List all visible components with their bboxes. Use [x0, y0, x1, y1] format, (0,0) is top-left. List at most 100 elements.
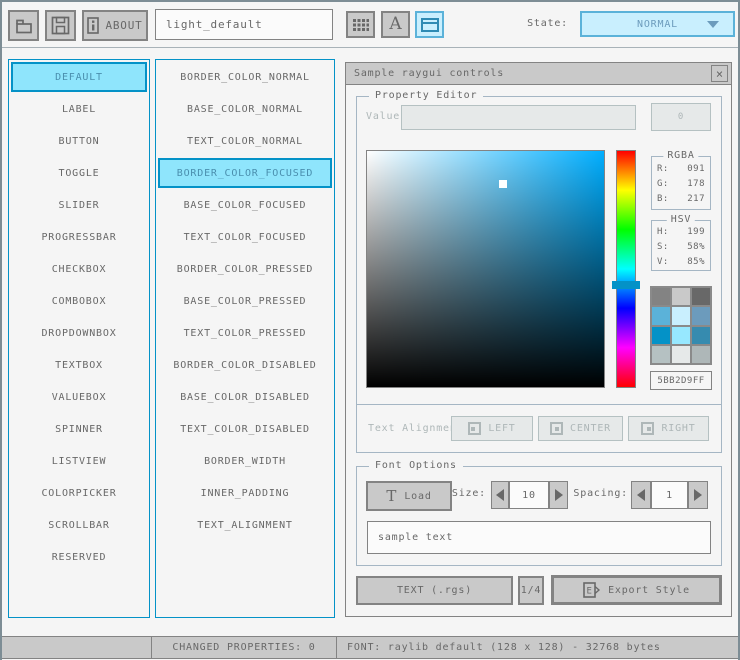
rgba-b-row: B: 217 — [652, 192, 710, 207]
color-picker-cursor[interactable] — [499, 180, 507, 188]
controls-list-item[interactable]: CHECKBOX — [51, 263, 107, 275]
controls-list-item[interactable]: VALUEBOX — [51, 391, 107, 403]
controls-list-item[interactable]: TOGGLE — [58, 167, 100, 179]
format-page-button[interactable]: 1/4 — [518, 576, 544, 605]
controls-list-item[interactable]: COMBOBOX — [51, 295, 107, 307]
style-table-button[interactable] — [346, 11, 375, 38]
color-swatch[interactable] — [652, 326, 670, 344]
value-spinner-button[interactable]: 0 — [651, 103, 711, 131]
spacing-decrement-button[interactable] — [631, 481, 651, 509]
style-name-input[interactable]: light_default — [155, 9, 333, 40]
rgba-g-row: G: 178 — [652, 177, 710, 192]
controls-list-item[interactable]: COLORPICKER — [41, 487, 117, 499]
arrow-left-icon — [637, 489, 645, 501]
separator-line — [356, 404, 722, 405]
properties-list-item[interactable]: BASE_COLOR_NORMAL — [187, 103, 303, 115]
color-swatch[interactable] — [692, 326, 710, 344]
align-left-button[interactable]: LEFT — [451, 416, 533, 441]
close-button[interactable]: × — [711, 65, 728, 82]
properties-list-item[interactable]: TEXT_COLOR_NORMAL — [187, 135, 303, 147]
color-swatch[interactable] — [692, 345, 710, 363]
sample-controls-window: Sample raygui controls × Property Editor… — [345, 62, 732, 617]
state-dropdown[interactable]: NORMAL — [580, 11, 735, 37]
align-right-button[interactable]: RIGHT — [628, 416, 709, 441]
save-file-button[interactable] — [45, 10, 76, 41]
size-increment-button[interactable] — [549, 481, 568, 509]
controls-list-item[interactable]: TEXTBOX — [55, 359, 103, 371]
value-input[interactable] — [401, 105, 636, 130]
controls-list-item[interactable]: BUTTON — [58, 135, 100, 147]
font-atlas-button[interactable]: A — [381, 11, 410, 38]
controls-list-item[interactable]: PROGRESSBAR — [41, 231, 117, 243]
rgba-g-value: 178 — [687, 179, 705, 189]
controls-list-item[interactable]: SLIDER — [58, 199, 100, 211]
spacing-label: Spacing: — [573, 488, 628, 499]
properties-list-item[interactable]: BASE_COLOR_DISABLED — [180, 391, 310, 403]
value-label: Value: — [366, 111, 407, 122]
controls-list-item[interactable]: DROPDOWNBOX — [41, 327, 117, 339]
statusbar: CHANGED PROPERTIES: 0 FONT: raylib defau… — [0, 636, 740, 659]
state-label: State: — [527, 18, 568, 29]
size-value-box[interactable]: 10 — [509, 481, 549, 509]
properties-list-item[interactable]: BASE_COLOR_FOCUSED — [183, 199, 307, 211]
export-icon: E — [583, 582, 601, 598]
color-swatch[interactable] — [692, 307, 710, 325]
properties-list-item[interactable]: TEXT_COLOR_FOCUSED — [183, 231, 307, 243]
window-icon — [420, 17, 439, 32]
font-load-button[interactable]: T Load — [366, 481, 452, 511]
hsv-v-value: 85% — [687, 257, 705, 267]
color-swatch[interactable] — [652, 288, 670, 306]
properties-list-item[interactable]: INNER_PADDING — [200, 487, 290, 499]
color-swatch[interactable] — [692, 288, 710, 306]
rgba-b-value: 217 — [687, 194, 705, 204]
properties-list-item[interactable]: BORDER_COLOR_FOCUSED — [158, 158, 332, 188]
export-style-button[interactable]: E Export Style — [551, 575, 722, 605]
properties-list-item[interactable]: BORDER_COLOR_DISABLED — [173, 359, 317, 371]
properties-list-item[interactable]: BORDER_WIDTH — [204, 455, 286, 467]
about-button-label: ABOUT — [105, 19, 143, 32]
align-right-icon — [641, 422, 655, 435]
color-swatch[interactable] — [672, 307, 690, 325]
controls-list-item[interactable]: LABEL — [61, 103, 97, 115]
spacing-increment-button[interactable] — [688, 481, 708, 509]
hsv-h-value: 199 — [687, 227, 705, 237]
controls-list-item[interactable]: LISTVIEW — [51, 455, 107, 467]
about-button[interactable]: ABOUT — [82, 10, 148, 41]
properties-list-item[interactable]: BASE_COLOR_PRESSED — [183, 295, 307, 307]
export-format-button[interactable]: TEXT (.rgs) — [356, 576, 513, 605]
properties-list-item[interactable]: BORDER_COLOR_NORMAL — [180, 71, 310, 83]
color-swatch[interactable] — [652, 307, 670, 325]
controls-list-item[interactable]: RESERVED — [51, 551, 107, 563]
hue-bar[interactable] — [616, 150, 636, 388]
open-file-button[interactable] — [8, 10, 39, 41]
arrow-right-icon — [554, 489, 563, 501]
text-t-icon: T — [386, 486, 397, 505]
font-load-label: Load — [404, 490, 432, 502]
controls-list-item[interactable]: DEFAULT — [11, 62, 147, 92]
properties-list-item[interactable]: BORDER_COLOR_PRESSED — [176, 263, 314, 275]
letter-a-icon: A — [389, 14, 402, 34]
align-center-label: CENTER — [570, 423, 611, 434]
color-swatch[interactable] — [672, 288, 690, 306]
color-swatch[interactable] — [672, 345, 690, 363]
color-swatch[interactable] — [672, 326, 690, 344]
properties-list: BORDER_COLOR_NORMAL BASE_COLOR_NORMAL TEXT… — [155, 59, 335, 618]
align-center-button[interactable]: CENTER — [538, 416, 623, 441]
window-mode-button[interactable] — [415, 11, 444, 38]
color-swatch[interactable] — [652, 345, 670, 363]
hsv-v-row: V: 85% — [652, 255, 710, 270]
spacing-value-box[interactable]: 1 — [651, 481, 688, 509]
hue-slider[interactable] — [612, 281, 640, 289]
controls-list-item[interactable]: SCROLLBAR — [48, 519, 110, 531]
color-picker-area[interactable] — [366, 150, 605, 388]
window-title: Sample raygui controls — [346, 63, 731, 85]
properties-list-item[interactable]: TEXT_COLOR_DISABLED — [180, 423, 310, 435]
size-decrement-button[interactable] — [491, 481, 509, 509]
hex-color-value: 5BB2D9FF — [650, 371, 712, 390]
align-right-label: RIGHT — [661, 423, 696, 434]
properties-list-item[interactable]: TEXT_COLOR_PRESSED — [183, 327, 307, 339]
sample-text-input[interactable]: sample text — [367, 521, 711, 554]
controls-list-item[interactable]: SPINNER — [55, 423, 103, 435]
properties-list-item[interactable]: TEXT_ALIGNMENT — [197, 519, 293, 531]
